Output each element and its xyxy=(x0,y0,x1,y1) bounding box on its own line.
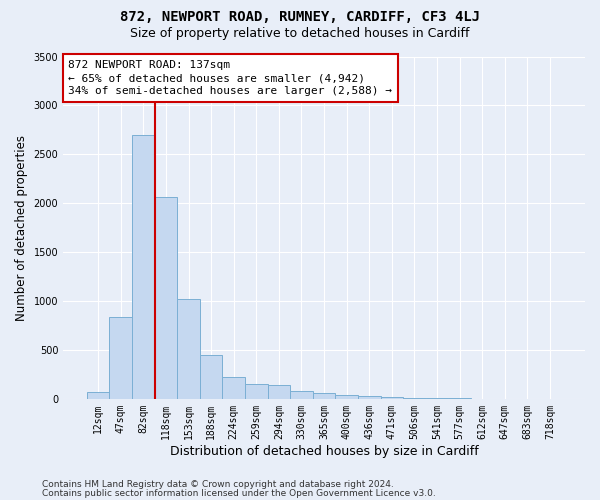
Text: Size of property relative to detached houses in Cardiff: Size of property relative to detached ho… xyxy=(130,28,470,40)
Bar xyxy=(313,394,335,399)
Text: Contains public sector information licensed under the Open Government Licence v3: Contains public sector information licen… xyxy=(42,489,436,498)
Bar xyxy=(109,316,132,399)
Bar xyxy=(290,392,313,399)
Y-axis label: Number of detached properties: Number of detached properties xyxy=(15,134,28,320)
Text: 872, NEWPORT ROAD, RUMNEY, CARDIFF, CF3 4LJ: 872, NEWPORT ROAD, RUMNEY, CARDIFF, CF3 … xyxy=(120,10,480,24)
Bar xyxy=(358,396,380,399)
Bar xyxy=(87,392,109,399)
Bar xyxy=(132,134,155,399)
Text: Contains HM Land Registry data © Crown copyright and database right 2024.: Contains HM Land Registry data © Crown c… xyxy=(42,480,394,489)
Bar xyxy=(200,355,223,399)
Bar xyxy=(335,396,358,399)
Bar xyxy=(380,398,403,399)
Text: 872 NEWPORT ROAD: 137sqm
← 65% of detached houses are smaller (4,942)
34% of sem: 872 NEWPORT ROAD: 137sqm ← 65% of detach… xyxy=(68,60,392,96)
Bar xyxy=(155,198,177,399)
Bar xyxy=(268,385,290,399)
Bar xyxy=(223,378,245,399)
Bar xyxy=(245,384,268,399)
Bar xyxy=(403,398,426,399)
X-axis label: Distribution of detached houses by size in Cardiff: Distribution of detached houses by size … xyxy=(170,444,478,458)
Bar xyxy=(177,299,200,399)
